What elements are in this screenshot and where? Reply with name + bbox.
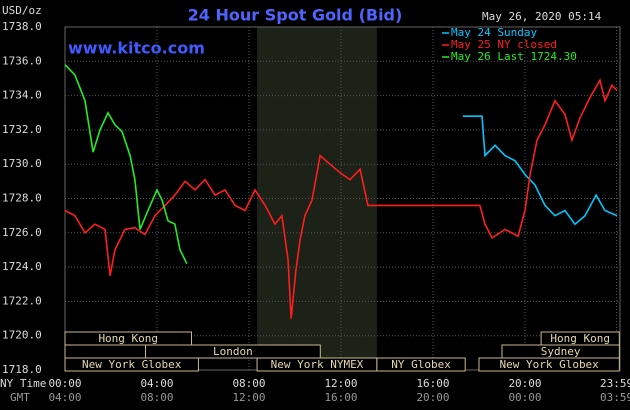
x2-tick-label: 12:00 (232, 391, 265, 404)
y-unit: USD/oz (2, 4, 42, 17)
session-label: Sydney (541, 345, 581, 358)
x-tick-label: 00:00 (48, 377, 81, 390)
x2-tick-label: 08:00 (140, 391, 173, 404)
watermark: www.kitco.com (68, 39, 205, 58)
session-label: Hong Kong (98, 332, 158, 345)
session-label: London (213, 345, 253, 358)
series-line (64, 78, 618, 319)
session-label: New York Globex (499, 358, 599, 371)
x-row-label: NY Time (0, 377, 46, 390)
session-label: New York Globex (82, 358, 182, 371)
y-tick-label: 1730.0 (2, 157, 42, 170)
session-label: Hong Kong (550, 332, 610, 345)
timestamp: May 26, 2020 05:14 (482, 10, 602, 23)
x-tick-label: 23:59 (600, 377, 630, 390)
x2-tick-label: 16:00 (324, 391, 357, 404)
x2-tick-label: 00:00 (508, 391, 541, 404)
series-line (64, 64, 188, 265)
session-box (64, 357, 199, 372)
x-tick-label: 20:00 (508, 377, 541, 390)
y-tick-label: 1732.0 (2, 123, 42, 136)
x2-tick-label: 03:59 (600, 391, 630, 404)
x-tick-label: 16:00 (416, 377, 449, 390)
session-label: NY Globex (391, 358, 451, 371)
session-box (64, 344, 146, 359)
x2-tick-label: 04:00 (48, 391, 81, 404)
legend-label: May 24 Sunday (451, 26, 537, 39)
y-tick-label: 1724.0 (2, 260, 42, 273)
y-tick-label: 1726.0 (2, 226, 42, 239)
legend-label: May 26 Last 1724.30 (451, 50, 577, 63)
x2-row-label: GMT (10, 391, 30, 404)
x2-tick-label: 20:00 (416, 391, 449, 404)
y-tick-label: 1734.0 (2, 89, 42, 102)
y-tick-label: 1736.0 (2, 54, 42, 67)
x-tick-label: 12:00 (324, 377, 357, 390)
y-tick-label: 1720.0 (2, 329, 42, 342)
session-label: New York NYMEX (271, 358, 364, 371)
session-box (478, 357, 620, 372)
session-box (376, 357, 466, 372)
x-tick-label: 04:00 (140, 377, 173, 390)
legend-label: May 25 NY closed (451, 38, 557, 51)
chart-title: 24 Hour Spot Gold (Bid) (188, 6, 403, 25)
y-tick-label: 1718.0 (2, 363, 42, 376)
y-tick-label: 1728.0 (2, 192, 42, 205)
x-tick-label: 08:00 (232, 377, 265, 390)
y-tick-label: 1738.0 (2, 20, 42, 33)
series-line (462, 115, 618, 226)
session-box (145, 344, 321, 359)
y-tick-label: 1722.0 (2, 294, 42, 307)
